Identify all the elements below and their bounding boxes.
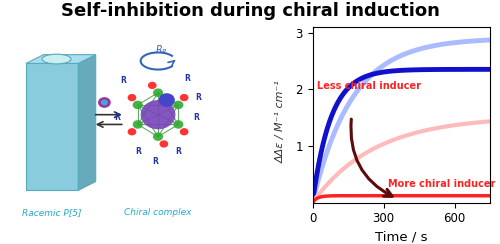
Text: R: R xyxy=(135,147,140,156)
Circle shape xyxy=(101,100,108,105)
Circle shape xyxy=(160,140,168,148)
Text: R: R xyxy=(184,74,190,82)
Text: ΔΔε / M⁻¹ cm⁻¹: ΔΔε / M⁻¹ cm⁻¹ xyxy=(276,81,285,163)
Ellipse shape xyxy=(132,120,143,129)
Polygon shape xyxy=(26,55,96,63)
Text: Chiral complex: Chiral complex xyxy=(124,208,192,217)
Text: Self-inhibition during chiral induction: Self-inhibition during chiral induction xyxy=(60,2,440,20)
Text: R: R xyxy=(176,147,182,156)
Ellipse shape xyxy=(153,132,163,141)
Text: R: R xyxy=(114,113,120,122)
Ellipse shape xyxy=(132,101,143,109)
Ellipse shape xyxy=(174,101,184,109)
Text: More chiral inducer: More chiral inducer xyxy=(388,179,496,189)
Text: R: R xyxy=(152,157,158,165)
Polygon shape xyxy=(78,55,96,190)
Ellipse shape xyxy=(153,88,163,97)
Text: R: R xyxy=(196,93,202,102)
Text: Less chiral inducer: Less chiral inducer xyxy=(317,81,421,91)
Ellipse shape xyxy=(42,54,71,64)
Polygon shape xyxy=(26,63,78,190)
Ellipse shape xyxy=(140,100,175,129)
Text: $R_P$: $R_P$ xyxy=(154,43,168,57)
Text: R: R xyxy=(193,113,198,122)
Circle shape xyxy=(98,97,111,108)
X-axis label: Time / s: Time / s xyxy=(375,231,428,244)
Ellipse shape xyxy=(174,120,184,129)
Text: R: R xyxy=(120,76,126,85)
FancyArrowPatch shape xyxy=(351,119,392,196)
Text: Racemic P[5]: Racemic P[5] xyxy=(22,208,82,217)
Circle shape xyxy=(128,128,136,135)
Circle shape xyxy=(128,94,136,101)
Circle shape xyxy=(158,93,175,107)
Circle shape xyxy=(180,128,188,135)
Circle shape xyxy=(148,82,156,89)
Circle shape xyxy=(180,94,188,101)
